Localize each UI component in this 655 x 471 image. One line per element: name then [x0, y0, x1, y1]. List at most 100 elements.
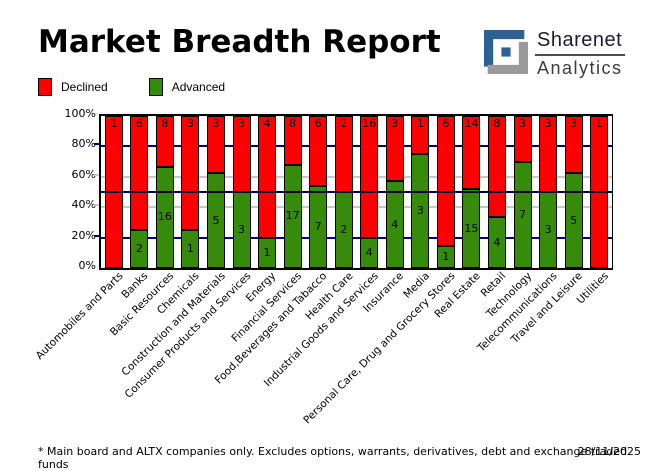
footnote: * Main board and ALTX companies only. Ex… — [38, 445, 628, 471]
declined-segment: 3 — [181, 116, 200, 230]
declined-count-label: 2 — [340, 117, 348, 130]
declined-segment: 6 — [309, 116, 328, 187]
declined-segment: 6 — [130, 116, 149, 230]
advanced-segment: 4 — [360, 237, 379, 268]
advanced-count-label: 1 — [442, 250, 450, 264]
advanced-segment: 4 — [487, 217, 506, 268]
declined-count-label: 1 — [595, 117, 603, 130]
y-axis-tick-mark — [94, 204, 99, 207]
declined-segment: 3 — [206, 116, 225, 173]
advanced-segment: 3 — [539, 192, 558, 268]
declined-segment: 14 — [462, 116, 481, 190]
gridline-60 — [101, 175, 612, 178]
declined-segment: 2 — [334, 116, 353, 192]
logo-name: Sharenet — [535, 29, 625, 56]
y-axis-tick-mark — [94, 234, 99, 237]
advanced-segment: 1 — [258, 237, 277, 268]
declined-segment: 3 — [513, 116, 532, 162]
advanced-count-label: 3 — [416, 204, 424, 217]
report-date: 28/11/2025 — [577, 445, 641, 458]
declined-count-label: 3 — [391, 117, 399, 130]
gridline-20 — [101, 236, 612, 239]
bar-slot: 16 4 — [356, 116, 382, 268]
advanced-segment: 2 — [130, 230, 149, 268]
category-label: Automobiles and Parts — [33, 270, 126, 362]
declined-count-label: 3 — [570, 117, 578, 130]
advanced-swatch-icon — [148, 78, 163, 96]
y-axis-tick-mark — [94, 143, 99, 146]
advanced-count-label: 2 — [135, 242, 143, 255]
declined-count-label: 3 — [212, 117, 220, 130]
advanced-segment: 5 — [206, 173, 225, 268]
declined-segment: 8 — [155, 116, 174, 167]
advanced-count-label: 7 — [314, 220, 322, 234]
declined-count-label: 16 — [362, 117, 377, 130]
declined-segment: 1 — [411, 116, 430, 154]
advanced-segment: 5 — [564, 173, 583, 268]
advanced-segment: 3 — [411, 154, 430, 268]
advanced-count-label: 7 — [519, 207, 527, 221]
y-axis-tick-label: 60% — [71, 167, 96, 181]
sharenet-logo-icon — [484, 29, 528, 79]
stacked-bar: 16 4 — [360, 116, 379, 268]
declined-segment: 3 — [539, 116, 558, 192]
advanced-segment: 7 — [513, 161, 532, 268]
advanced-segment: 3 — [232, 192, 251, 268]
bar-slot: 14 15 — [459, 116, 485, 268]
declined-count-label: 3 — [544, 117, 552, 130]
legend: Declined Advanced — [38, 78, 266, 96]
declined-segment: 16 — [360, 116, 379, 238]
declined-count-label: 4 — [263, 117, 271, 130]
legend-label-declined: Declined — [61, 80, 108, 94]
declined-count-label: 1 — [110, 117, 118, 130]
declined-segment: 3 — [564, 116, 583, 173]
advanced-count-label: 16 — [157, 210, 172, 224]
x-axis-labels: Automobiles and Parts Banks Basic Resource… — [33, 270, 610, 430]
declined-segment: 3 — [232, 116, 251, 192]
declined-segment: 8 — [487, 116, 506, 218]
y-axis-tick-mark — [94, 173, 99, 176]
declined-segment: 6 — [436, 116, 455, 247]
advanced-count-label: 4 — [391, 217, 399, 231]
advanced-count-label: 3 — [544, 223, 552, 236]
advanced-segment: 17 — [283, 164, 302, 268]
advanced-segment: 15 — [462, 189, 481, 268]
bar-slot: 8 17 — [280, 116, 306, 268]
gridline-50-solid — [101, 191, 612, 193]
page-title: Market Breadth Report — [38, 24, 441, 60]
advanced-segment: 16 — [155, 166, 174, 268]
declined-count-label: 3 — [519, 117, 527, 130]
advanced-count-label: 1 — [263, 245, 271, 259]
logo-subtitle: Analytics — [537, 58, 623, 78]
advanced-count-label: 2 — [340, 223, 348, 236]
declined-segment: 8 — [283, 116, 302, 165]
gridline-80 — [101, 145, 612, 148]
declined-count-label: 8 — [289, 117, 297, 130]
advanced-count-label: 15 — [464, 221, 479, 235]
advanced-count-label: 5 — [212, 213, 220, 227]
stacked-bar: 14 15 — [462, 116, 481, 268]
advanced-count-label: 3 — [238, 223, 245, 236]
declined-count-label: 3 — [238, 117, 245, 130]
advanced-segment: 7 — [309, 186, 328, 268]
